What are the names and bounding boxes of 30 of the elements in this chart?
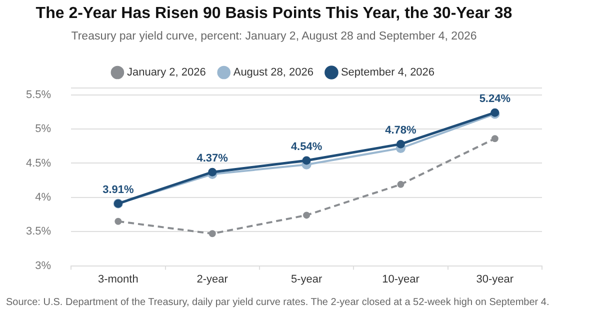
data-label: 4.78% [385, 124, 417, 137]
y-tick-label: 3% [35, 260, 52, 272]
point [396, 140, 405, 148]
point [303, 212, 310, 219]
y-tick-label: 4% [35, 191, 52, 204]
y-tick-label: 4.5% [26, 157, 52, 170]
data-label: 4.54% [290, 141, 322, 154]
y-tick-label: 5.5% [26, 88, 52, 101]
y-tick-label: 5% [35, 123, 52, 136]
point [114, 218, 122, 225]
data-label: 4.37% [196, 152, 228, 165]
data-label: 3.91% [102, 184, 134, 196]
x-tick-label: 10-year [382, 273, 420, 286]
x-tick-label: 5-year [290, 273, 322, 286]
source-note: Source: U.S. Department of the Treasury, daily par yield curve rates. The 2-year closed at a 52-week high on September 4. [6, 296, 550, 308]
legend-label: January 2, 2026 [126, 66, 206, 79]
data-label: 5.24% [479, 93, 511, 106]
y-tick-label: 3.5% [26, 226, 52, 238]
x-tick-label: 2-year [196, 273, 228, 286]
x-tick-label: 30-year [476, 273, 514, 286]
point [397, 180, 404, 188]
point [208, 230, 216, 238]
point [208, 168, 217, 176]
point [491, 135, 498, 142]
legend-label: September 4, 2026 [340, 66, 435, 79]
x-tick-label: 3-month [98, 273, 138, 286]
legend-label: August 28, 2026 [233, 66, 314, 79]
chart-title: The 2-Year Has Risen 90 Basis Points This Year, the 30-Year 38 [36, 5, 512, 22]
point [302, 156, 311, 165]
chart-subtitle: Treasury par yield curve, percent: January 2, August 28 and September 4, 2026 [71, 30, 477, 42]
